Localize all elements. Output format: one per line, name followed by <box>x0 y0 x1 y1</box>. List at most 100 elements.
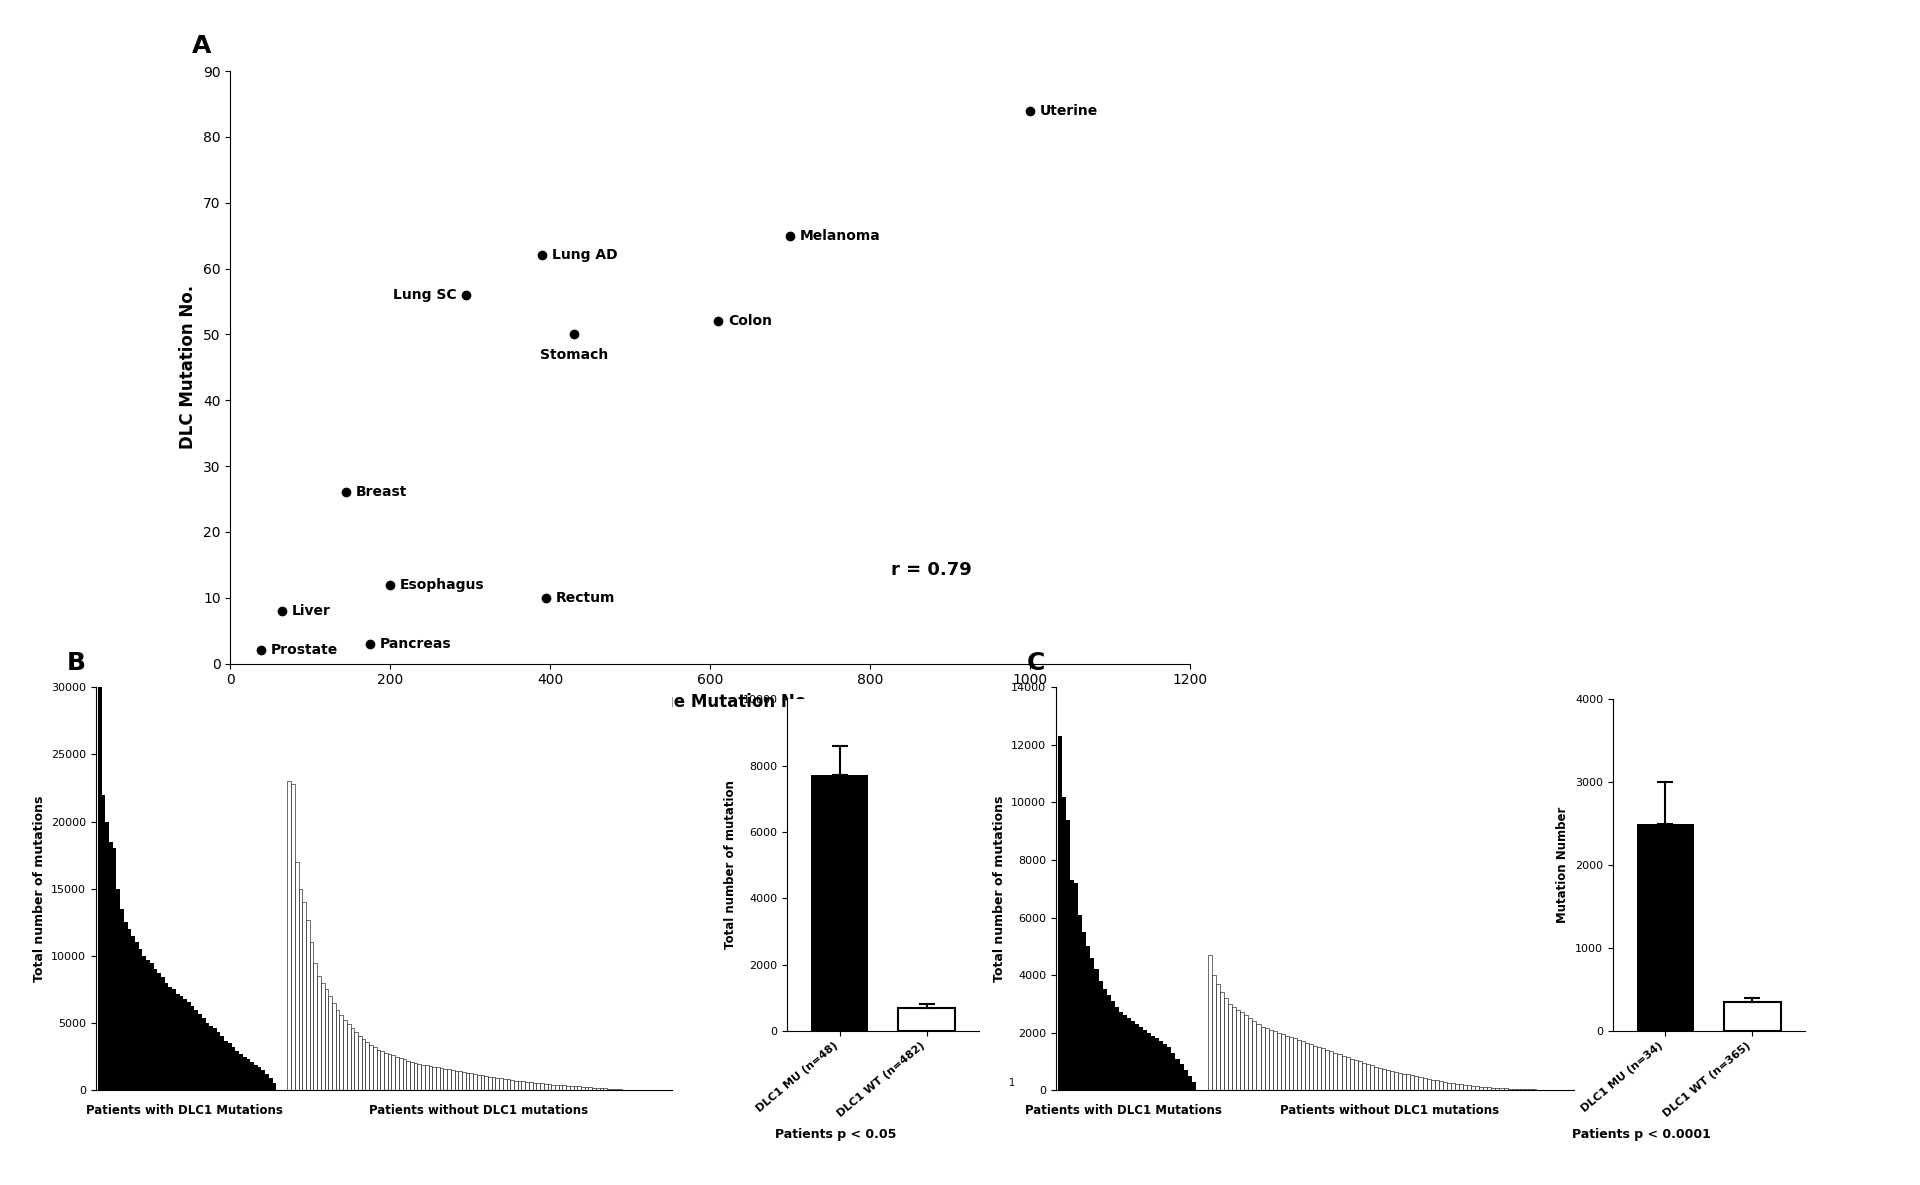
Bar <box>1164 1044 1167 1090</box>
Bar <box>392 1056 396 1090</box>
Bar <box>1332 1052 1338 1090</box>
Bar <box>563 1085 566 1090</box>
Bar <box>131 936 134 1090</box>
Bar <box>1098 981 1102 1090</box>
Text: A: A <box>192 34 211 58</box>
Bar <box>1369 1065 1375 1090</box>
Bar <box>1313 1045 1317 1090</box>
Bar <box>1179 1064 1183 1090</box>
Bar <box>407 1061 411 1090</box>
Bar <box>1292 1038 1298 1090</box>
Bar <box>1402 1074 1405 1090</box>
Text: Patients without DLC1 mutations: Patients without DLC1 mutations <box>1281 1104 1500 1117</box>
Bar <box>1188 1076 1192 1090</box>
Text: C: C <box>1027 651 1046 674</box>
Bar <box>1123 1016 1127 1090</box>
Bar <box>1079 915 1083 1090</box>
Bar <box>1467 1085 1471 1090</box>
Bar <box>257 1068 261 1090</box>
Bar <box>1430 1080 1434 1090</box>
Bar <box>1427 1078 1430 1090</box>
Bar <box>540 1083 543 1090</box>
Bar <box>298 889 301 1090</box>
Bar <box>253 1064 257 1090</box>
Bar <box>1212 975 1215 1090</box>
Bar <box>182 999 186 1090</box>
Bar <box>559 1085 563 1090</box>
Bar <box>198 1013 202 1090</box>
Text: Colon: Colon <box>728 314 772 328</box>
Bar <box>499 1078 503 1090</box>
Bar <box>1116 1007 1119 1090</box>
Bar <box>1252 1021 1256 1090</box>
Text: Patients with DLC1 Mutations: Patients with DLC1 Mutations <box>86 1104 282 1117</box>
Bar <box>511 1080 515 1090</box>
Bar <box>396 1057 399 1090</box>
Bar <box>1131 1021 1135 1090</box>
Bar <box>1346 1057 1350 1090</box>
Bar <box>1284 1036 1288 1090</box>
Bar <box>1325 1050 1329 1090</box>
Bar <box>578 1087 582 1090</box>
Bar <box>332 1003 336 1090</box>
Bar <box>240 1053 242 1090</box>
Bar <box>492 1077 495 1090</box>
Bar <box>1350 1058 1354 1090</box>
Bar <box>444 1069 447 1090</box>
Bar <box>1229 1004 1233 1090</box>
Bar <box>1062 796 1066 1090</box>
Bar <box>1484 1087 1488 1090</box>
Bar <box>1171 1052 1175 1090</box>
Bar <box>1496 1088 1500 1090</box>
Bar <box>384 1052 388 1090</box>
Bar <box>296 861 298 1090</box>
Bar <box>603 1088 607 1090</box>
Bar <box>228 1043 232 1090</box>
Bar <box>1233 1007 1236 1090</box>
Bar <box>1277 1032 1281 1090</box>
Bar <box>1423 1078 1427 1090</box>
Text: Lung AD: Lung AD <box>553 249 618 262</box>
Bar <box>317 976 321 1090</box>
Bar <box>242 1057 246 1090</box>
Bar <box>180 997 182 1090</box>
Bar <box>121 909 125 1090</box>
Bar <box>440 1068 444 1090</box>
Bar <box>125 922 127 1090</box>
Bar <box>361 1039 365 1090</box>
Bar <box>1167 1048 1171 1090</box>
Bar <box>1398 1072 1402 1090</box>
Text: Stomach: Stomach <box>540 347 609 361</box>
Bar <box>1073 883 1079 1090</box>
Bar <box>1281 1035 1284 1090</box>
Bar <box>301 902 305 1090</box>
Bar <box>1357 1062 1361 1090</box>
Bar <box>1434 1081 1438 1090</box>
Bar <box>417 1064 420 1090</box>
Bar <box>1375 1066 1379 1090</box>
Bar <box>1438 1081 1442 1090</box>
Bar <box>154 969 157 1090</box>
Bar <box>1390 1071 1394 1090</box>
Bar <box>305 920 309 1090</box>
Bar <box>321 982 324 1090</box>
Bar <box>324 989 328 1090</box>
Bar <box>265 1074 269 1090</box>
Y-axis label: Total number of mutations: Total number of mutations <box>993 795 1006 982</box>
Text: Patients p < 0.05: Patients p < 0.05 <box>774 1128 897 1141</box>
Bar <box>484 1076 488 1090</box>
Text: Breast: Breast <box>355 486 407 499</box>
Bar <box>1139 1027 1142 1090</box>
Bar <box>1459 1084 1463 1090</box>
Bar <box>205 1023 209 1090</box>
Bar <box>1302 1042 1306 1090</box>
Text: B: B <box>67 651 86 674</box>
Bar <box>1342 1056 1346 1090</box>
Bar <box>142 956 146 1090</box>
Bar <box>420 1064 424 1090</box>
Bar <box>1094 969 1098 1090</box>
Bar <box>574 1087 578 1090</box>
Bar <box>1488 1088 1492 1090</box>
Bar <box>150 962 154 1090</box>
Bar <box>1142 1030 1146 1090</box>
